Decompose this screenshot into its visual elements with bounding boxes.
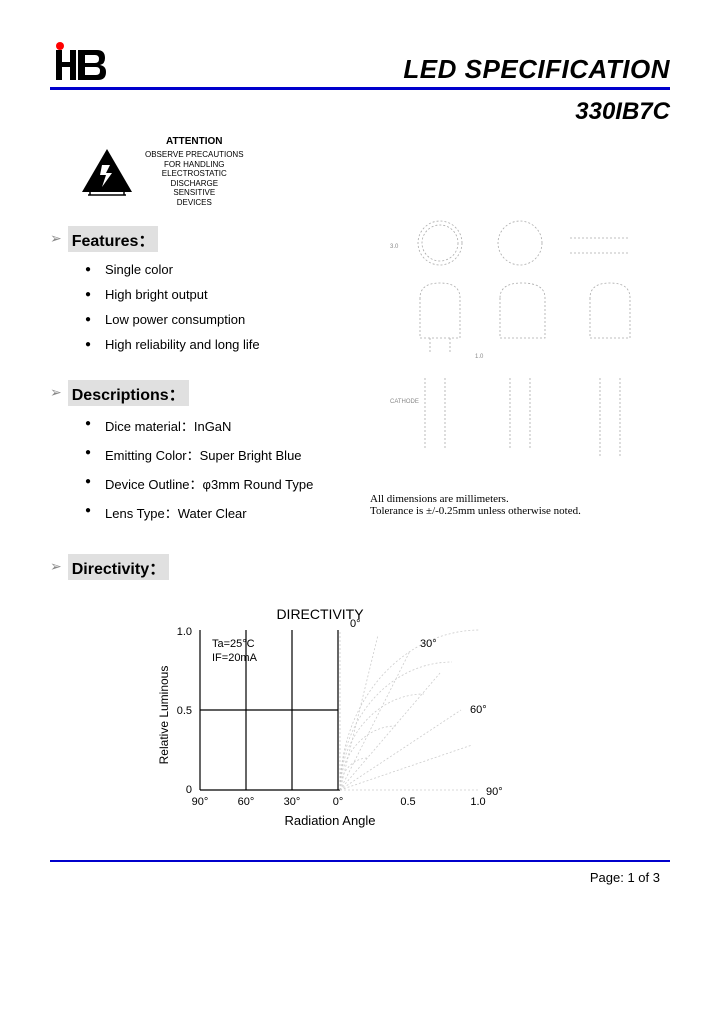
descriptions-list: Dice material：InGaN Emitting Color：Super… <box>50 416 350 522</box>
svg-text:0°: 0° <box>333 796 344 808</box>
svg-text:0°: 0° <box>350 618 361 630</box>
footer-divider <box>50 860 670 862</box>
descriptions-header: ➢ Descriptions： <box>50 380 350 406</box>
document-page: LED SPECIFICATION 330IB7C ATTENTION OBSE… <box>0 0 720 1012</box>
chart-y-label: Relative Luminous <box>157 665 171 764</box>
svg-text:IF=20mA: IF=20mA <box>212 652 258 664</box>
svg-text:60°: 60° <box>470 704 487 716</box>
svg-text:0.5: 0.5 <box>400 796 415 808</box>
chart-x-label: Radiation Angle <box>284 813 375 828</box>
right-column: 3.0 1.0 CATHODE All dimensions are milli… <box>370 208 670 590</box>
list-item: Emitting Color：Super Bright Blue <box>105 445 350 464</box>
features-list: Single color High bright output Low powe… <box>50 262 350 352</box>
svg-text:30°: 30° <box>420 638 437 650</box>
arrow-icon: ➢ <box>50 384 62 401</box>
svg-text:1.0: 1.0 <box>475 354 484 360</box>
part-number: 330IB7C <box>50 98 670 126</box>
list-item: Device Outline：φ3mm Round Type <box>105 474 350 493</box>
arrow-icon: ➢ <box>50 230 62 247</box>
content-area: ➢ Features： Single color High bright out… <box>50 208 670 590</box>
left-column: ➢ Features： Single color High bright out… <box>50 208 350 590</box>
esd-warning-block: ATTENTION OBSERVE PRECAUTIONS FOR HANDLI… <box>80 136 670 208</box>
features-label: Features： <box>68 226 159 252</box>
svg-text:30°: 30° <box>284 796 301 808</box>
page-number: Page: 1 of 3 <box>50 870 660 885</box>
svg-text:Ta=25°C: Ta=25°C <box>212 638 255 650</box>
features-header: ➢ Features： <box>50 226 350 252</box>
list-item: High reliability and long life <box>105 337 350 352</box>
svg-text:0: 0 <box>186 784 192 796</box>
list-item: Low power consumption <box>105 312 350 327</box>
svg-text:CATHODE: CATHODE <box>390 399 419 405</box>
svg-text:1.0: 1.0 <box>177 626 192 638</box>
svg-text:60°: 60° <box>238 796 255 808</box>
dimension-note: All dimensions are millimeters. Toleranc… <box>370 493 670 517</box>
list-item: Single color <box>105 262 350 277</box>
svg-text:1.0: 1.0 <box>470 796 485 808</box>
document-title: LED SPECIFICATION <box>403 54 670 85</box>
svg-text:0.5: 0.5 <box>177 705 192 717</box>
directivity-header: ➢ Directivity： <box>50 554 350 580</box>
esd-triangle-icon <box>80 147 135 197</box>
esd-warning-text: ATTENTION OBSERVE PRECAUTIONS FOR HANDLI… <box>145 136 244 208</box>
page-header: LED SPECIFICATION <box>50 40 670 90</box>
list-item: Lens Type：Water Clear <box>105 503 350 522</box>
list-item: High bright output <box>105 287 350 302</box>
svg-text:3.0: 3.0 <box>390 244 399 250</box>
package-outline-drawing: 3.0 1.0 CATHODE <box>370 208 670 488</box>
list-item: Dice material：InGaN <box>105 416 350 435</box>
company-logo <box>50 40 110 85</box>
directivity-chart: DIRECTIVITY <box>150 605 670 840</box>
arrow-icon: ➢ <box>50 558 62 575</box>
directivity-label: Directivity： <box>68 554 169 580</box>
svg-text:90°: 90° <box>486 786 503 798</box>
svg-text:90°: 90° <box>192 796 209 808</box>
descriptions-label: Descriptions： <box>68 380 189 406</box>
